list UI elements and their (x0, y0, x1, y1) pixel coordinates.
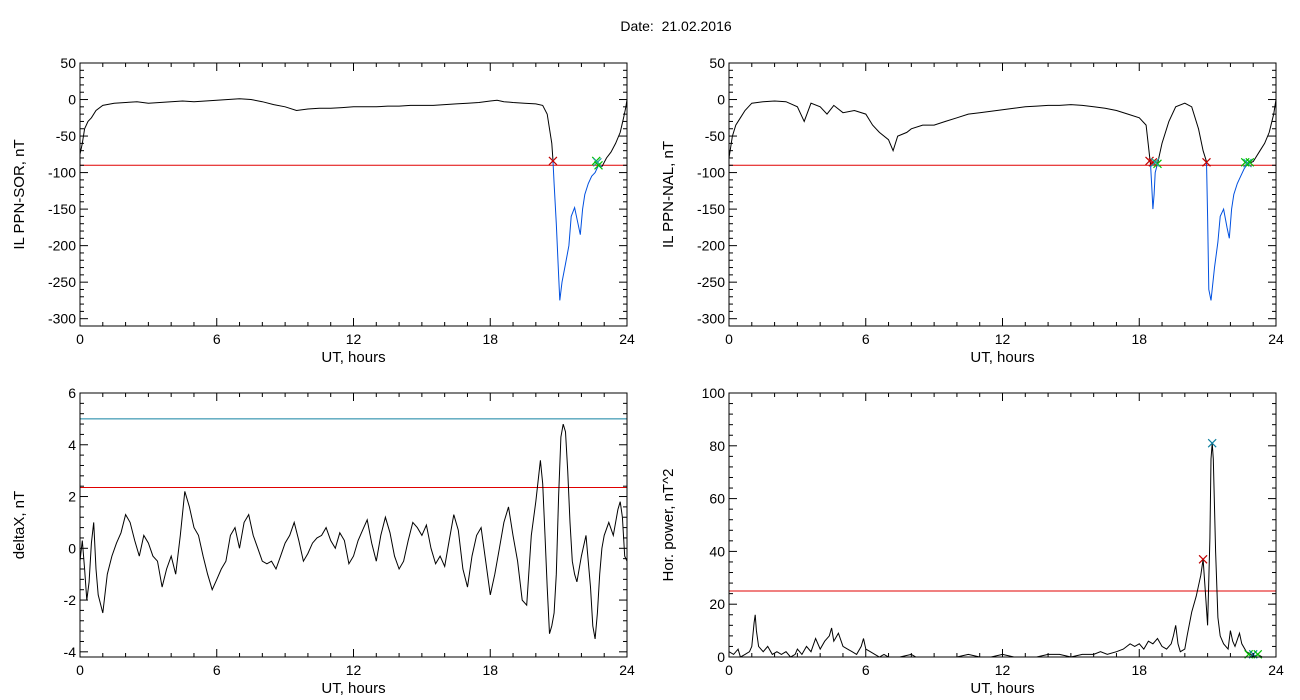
x-tick-label: 0 (76, 662, 84, 678)
x-tick-label: 24 (1268, 662, 1284, 678)
y-tick-label: 20 (709, 596, 725, 612)
x-tick-label: 24 (619, 662, 635, 678)
x-tick-label: 12 (995, 331, 1011, 347)
y-tick-label: -300 (48, 311, 76, 327)
panel-hor-power: 0 6 12 18 24 100 80 60 40 20 0 UT, hours Hor. power,… (660, 385, 1284, 697)
y-tick-label: 6 (68, 385, 76, 401)
series-line (729, 443, 1267, 657)
x-tick-label: 12 (346, 662, 362, 678)
y-tick-label: -2 (64, 592, 77, 608)
x-tick-label: 24 (619, 331, 635, 347)
y-tick-label: -100 (697, 165, 725, 181)
y-axis-label: Hor. power, nT^2 (660, 469, 677, 582)
y-tick-label: 80 (709, 438, 725, 454)
y-tick-label: -200 (697, 238, 725, 254)
y-tick-label: 4 (68, 437, 76, 453)
y-tick-label: 0 (68, 540, 76, 556)
y-tick-label: 50 (60, 55, 76, 71)
series-line (1150, 163, 1158, 210)
x-tick-label: 0 (76, 331, 84, 347)
y-tick-label: -50 (705, 128, 725, 144)
series-line (601, 99, 627, 167)
panel-delta-x: 0 6 12 18 24 6 4 2 0 -2 -4 UT, hours deltaX, nT (11, 385, 635, 697)
y-tick-label: 0 (717, 649, 725, 665)
event-marker (592, 157, 602, 167)
x-axis-label: UT, hours (970, 349, 1034, 366)
series-line (552, 159, 603, 301)
x-axis-label: UT, hours (970, 680, 1034, 697)
y-tick-label: -250 (697, 274, 725, 290)
event-marker (1198, 554, 1208, 564)
x-tick-label: 24 (1268, 331, 1284, 347)
series-line (1206, 161, 1248, 301)
y-axis-label: IL PPN-NAL, nT (660, 141, 677, 248)
date-title: Date: 21.02.2016 (620, 18, 732, 34)
plot-frame (728, 62, 1277, 327)
x-tick-label: 18 (1131, 662, 1147, 678)
x-tick-label: 12 (346, 331, 362, 347)
event-marker (1207, 438, 1217, 448)
y-tick-label: 40 (709, 543, 725, 559)
y-tick-label: 0 (68, 92, 76, 108)
event-marker (1202, 157, 1211, 167)
x-tick-label: 12 (995, 662, 1011, 678)
panel-il-ppn-nal: 0 6 12 18 24 50 0 -50 -100 -150 -200 -250 -300 UT, ho… (660, 55, 1284, 366)
y-tick-label: -200 (48, 238, 76, 254)
x-axis-label: UT, hours (321, 349, 385, 366)
x-tick-label: 6 (213, 331, 221, 347)
y-tick-label: -300 (697, 311, 725, 327)
x-tick-label: 6 (862, 662, 870, 678)
y-tick-label: 50 (709, 55, 725, 71)
event-marker (594, 160, 603, 170)
x-tick-label: 18 (482, 662, 498, 678)
y-tick-label: 100 (702, 385, 726, 401)
series-line (729, 100, 1152, 166)
y-tick-label: 0 (717, 92, 725, 108)
event-marker (1243, 158, 1252, 168)
event-marker (548, 156, 558, 166)
y-tick-label: 60 (709, 491, 725, 507)
x-tick-label: 18 (1131, 331, 1147, 347)
x-tick-label: 6 (862, 331, 870, 347)
plot-frame (728, 392, 1277, 658)
series-line (80, 98, 554, 160)
y-tick-label: 2 (68, 489, 76, 505)
y-axis-label: deltaX, nT (11, 491, 28, 559)
y-tick-label: -250 (48, 274, 76, 290)
y-tick-label: -50 (56, 128, 76, 144)
y-axis-label: IL PPN-SOR, nT (11, 139, 28, 249)
x-tick-label: 0 (725, 662, 733, 678)
x-axis-label: UT, hours (321, 680, 385, 697)
series-line (1157, 102, 1207, 164)
x-tick-label: 6 (213, 662, 221, 678)
panel-il-ppn-sor: 0 6 12 18 24 50 0 -50 -100 -150 -200 -250 -300 UT, ho… (11, 55, 635, 366)
event-marker (1245, 157, 1255, 167)
y-tick-label: -100 (48, 165, 76, 181)
event-marker (1150, 157, 1160, 167)
x-tick-label: 0 (725, 331, 733, 347)
series-line (80, 423, 627, 639)
x-tick-label: 18 (482, 331, 498, 347)
y-tick-label: -4 (64, 644, 77, 660)
y-tick-label: -150 (48, 201, 76, 217)
series-line (1247, 99, 1276, 165)
y-tick-label: -150 (697, 201, 725, 217)
